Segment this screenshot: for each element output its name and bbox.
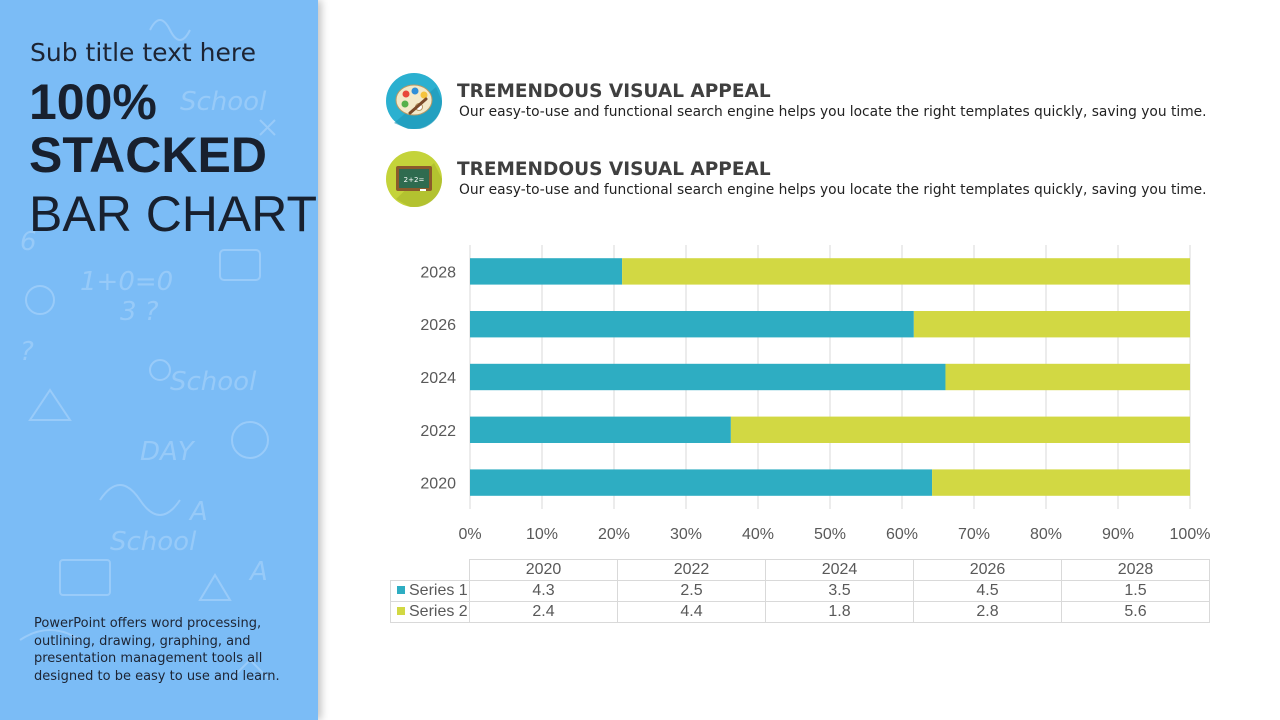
table-cell: 4.5 — [913, 580, 1062, 602]
title-line-3: BAR CHART — [29, 186, 318, 242]
y-category-label: 2028 — [420, 264, 456, 281]
svg-text:A: A — [248, 557, 268, 587]
table-header-cell: 2028 — [1061, 559, 1210, 581]
bar-series-2-2024 — [945, 363, 1190, 391]
bar-series-1-2020 — [470, 469, 933, 496]
bar-series-1-2024 — [470, 363, 946, 391]
bar-series-2-2028 — [622, 258, 1190, 285]
feature-title: TREMENDOUS VISUAL APPEAL — [457, 81, 771, 102]
table-header-row: 2020 2022 2024 2026 2028 — [390, 559, 1210, 581]
sidebar-description: PowerPoint offers word processing, outli… — [34, 616, 280, 684]
x-tick-label: 80% — [1030, 526, 1062, 543]
bar-series-1-2022 — [470, 416, 731, 443]
x-tick-label: 50% — [814, 526, 846, 543]
series-2-swatch — [397, 606, 405, 615]
x-tick-label: 10% — [526, 526, 558, 543]
x-tick-label: 100% — [1170, 526, 1210, 543]
table-cell: 2.8 — [913, 601, 1062, 623]
feature-description: Our easy-to-use and functional search en… — [459, 182, 1207, 198]
svg-text:3 ?: 3 ? — [120, 297, 159, 327]
y-category-label: 2026 — [420, 317, 456, 334]
table-header-cell: 2026 — [913, 559, 1062, 581]
school-doodle-pattern: School School School 3 ? ? DAY A A 6 1+0… — [19, 19, 276, 681]
series-1-legend-cell: Series 1 — [390, 580, 470, 602]
svg-text:School: School — [180, 87, 267, 117]
table-row-series-1: Series 1 4.3 2.5 3.5 4.5 1.5 — [390, 580, 1210, 602]
feature-description: Our easy-to-use and functional search en… — [459, 104, 1207, 120]
svg-text:?: ? — [20, 337, 34, 367]
table-corner-cell — [390, 559, 470, 581]
x-tick-label: 40% — [742, 526, 774, 543]
bar-series-1-2026 — [470, 311, 914, 338]
table-cell: 4.4 — [617, 601, 766, 623]
series-1-label: Series 1 — [409, 582, 468, 599]
chalkboard-icon: 2+2= — [386, 151, 442, 207]
table-cell: 5.6 — [1061, 601, 1210, 623]
palette-icon — [386, 73, 442, 129]
y-category-label: 2024 — [420, 370, 456, 387]
feature-item-1: TREMENDOUS VISUAL APPEAL Our easy-to-use… — [386, 73, 1266, 133]
bar-series-1-2028 — [470, 258, 623, 285]
x-tick-label: 20% — [598, 526, 630, 543]
table-cell: 2.4 — [469, 601, 618, 623]
y-category-label: 2020 — [420, 476, 456, 493]
table-cell: 1.5 — [1061, 580, 1210, 602]
x-tick-label: 90% — [1102, 526, 1134, 543]
svg-text:School: School — [110, 527, 197, 557]
table-cell: 1.8 — [765, 601, 914, 623]
series-2-legend-cell: Series 2 — [390, 601, 470, 623]
table-cell: 2.5 — [617, 580, 766, 602]
bar-series-2-2026 — [913, 311, 1190, 338]
series-2-label: Series 2 — [409, 603, 468, 620]
table-row-series-2: Series 2 2.4 4.4 1.8 2.8 5.6 — [390, 601, 1210, 623]
title-line-1: 100% — [29, 74, 157, 130]
table-header-cell: 2020 — [469, 559, 618, 581]
table-header-cell: 2022 — [617, 559, 766, 581]
sidebar-panel: School School School 3 ? ? DAY A A 6 1+0… — [0, 0, 318, 720]
bar-series-2-2022 — [730, 416, 1190, 443]
x-tick-label: 60% — [886, 526, 918, 543]
x-tick-label: 30% — [670, 526, 702, 543]
series-1-swatch — [397, 585, 405, 594]
slide-subtitle: Sub title text here — [30, 38, 256, 67]
svg-text:1+0=0: 1+0=0 — [80, 267, 173, 297]
svg-text:6: 6 — [20, 227, 37, 257]
svg-text:2+2=: 2+2= — [404, 176, 425, 184]
title-line-2: STACKED — [29, 127, 267, 183]
bar-series-2-2020 — [932, 469, 1190, 496]
feature-item-2: 2+2= TREMENDOUS VISUAL APPEAL Our easy-t… — [386, 151, 1266, 211]
table-cell: 3.5 — [765, 580, 914, 602]
svg-text:DAY: DAY — [140, 437, 196, 467]
feature-title: TREMENDOUS VISUAL APPEAL — [457, 159, 771, 180]
table-header-cell: 2024 — [765, 559, 914, 581]
svg-text:School: School — [170, 367, 257, 397]
slide-title-bold: 100% STACKED — [29, 76, 267, 182]
table-cell: 4.3 — [469, 580, 618, 602]
y-category-label: 2022 — [420, 423, 456, 440]
svg-text:A: A — [188, 497, 208, 527]
x-tick-label: 0% — [458, 526, 481, 543]
x-tick-label: 70% — [958, 526, 990, 543]
chart-data-table: 2020 2022 2024 2026 2028 Series 1 4.3 2.… — [390, 559, 1210, 623]
stacked-bar-chart: 0% 10% 20% 30% 40% 50% 60% 70% 80% 90% 100% 2020 202… — [420, 245, 1210, 543]
